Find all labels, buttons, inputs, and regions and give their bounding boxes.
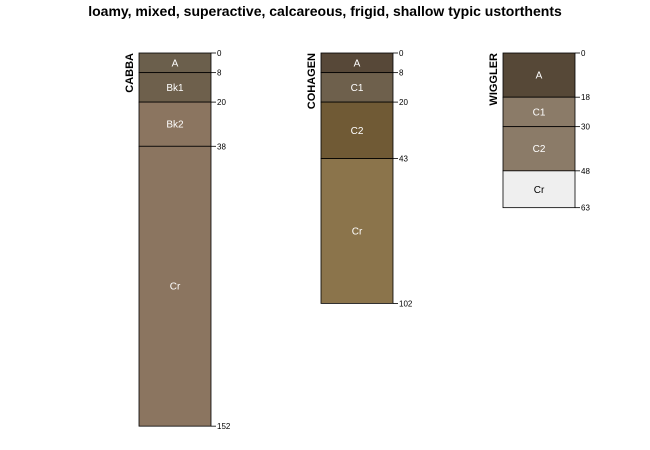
horizon-cr-rect <box>502 170 576 209</box>
horizon-label: C1 <box>351 83 364 94</box>
horizon-cr-rect <box>320 158 394 304</box>
profile-name: WIGGLER <box>488 53 500 106</box>
profile-name: COHAGEN <box>306 53 318 109</box>
horizon-label: Cr <box>170 282 181 293</box>
depth-label: 20 <box>217 98 226 107</box>
horizon-c1-rect <box>320 72 394 103</box>
horizon-c2-rect <box>320 101 394 159</box>
depth-label: 0 <box>581 49 586 58</box>
depth-label: 18 <box>581 93 590 102</box>
horizon-label: A <box>172 58 179 69</box>
horizon-label: C1 <box>533 107 546 118</box>
horizon-label: A <box>536 71 543 82</box>
depth-label: 8 <box>399 69 404 78</box>
depth-label: 102 <box>399 299 413 308</box>
horizon-label: Bk1 <box>166 83 184 94</box>
depth-label: 48 <box>581 167 590 176</box>
depth-label: 0 <box>399 49 404 58</box>
depth-label: 38 <box>217 142 226 151</box>
profile-cabba: A Bk1 Bk2 Cr 0 8 20 38 152 CABBA <box>124 49 231 431</box>
depth-label: 8 <box>217 69 222 78</box>
depth-label: 0 <box>217 49 222 58</box>
horizon-label: Cr <box>534 185 545 196</box>
depth-label: 20 <box>399 98 408 107</box>
profile-cohagen: A C1 C2 Cr 0 8 20 43 102 COHAGEN <box>306 49 413 308</box>
profile-name: CABBA <box>124 53 136 93</box>
horizon-cr-rect <box>138 145 212 427</box>
profile-wiggler: A C1 C2 Cr 0 18 30 48 63 WIGGLER <box>488 49 590 213</box>
horizon-label: C2 <box>351 126 364 137</box>
depth-label: 43 <box>399 155 408 164</box>
horizon-label: A <box>354 58 361 69</box>
depth-label: 30 <box>581 123 590 132</box>
horizon-bk2-rect <box>138 101 212 147</box>
horizon-label: Cr <box>352 226 363 237</box>
horizon-c2-rect <box>502 126 576 172</box>
horizon-label: C2 <box>533 144 546 155</box>
depth-label: 63 <box>581 204 590 213</box>
depth-label: 152 <box>217 422 231 431</box>
horizon-bk1-rect <box>138 72 212 103</box>
horizon-label: Bk2 <box>166 120 184 131</box>
diagram-title: loamy, mixed, superactive, calcareous, f… <box>88 3 562 19</box>
horizon-a-rect <box>502 52 576 98</box>
profiles-group: A Bk1 Bk2 Cr 0 8 20 38 152 CABBA A C1 C2 Cr 0 8 20 43 102 C… <box>124 49 590 431</box>
